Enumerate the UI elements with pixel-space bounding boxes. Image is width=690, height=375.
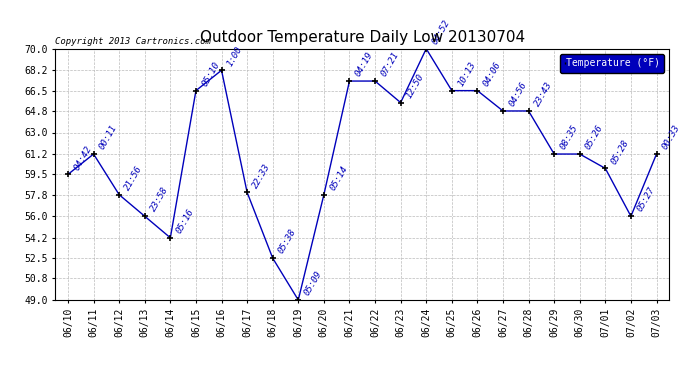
Text: 04:52: 04:52 <box>431 18 452 46</box>
Text: 07:21: 07:21 <box>380 51 400 78</box>
Text: 04:56: 04:56 <box>507 80 529 108</box>
Title: Outdoor Temperature Daily Low 20130704: Outdoor Temperature Daily Low 20130704 <box>199 30 525 45</box>
Text: 05:26: 05:26 <box>584 123 605 151</box>
Text: 08:35: 08:35 <box>558 123 580 151</box>
Text: 21:56: 21:56 <box>124 164 145 192</box>
Text: Copyright 2013 Cartronics.com: Copyright 2013 Cartronics.com <box>55 37 211 46</box>
Text: 05:27: 05:27 <box>635 186 656 213</box>
Text: 04:42: 04:42 <box>72 144 93 172</box>
Text: 04:19: 04:19 <box>353 51 375 78</box>
Text: 00:33: 00:33 <box>660 123 682 151</box>
Text: 00:11: 00:11 <box>98 123 119 151</box>
Legend: Temperature (°F): Temperature (°F) <box>560 54 664 74</box>
Text: 12:50: 12:50 <box>405 72 426 100</box>
Text: 23:58: 23:58 <box>149 186 170 213</box>
Text: 04:06: 04:06 <box>482 60 503 88</box>
Text: 05:28: 05:28 <box>609 138 631 166</box>
Text: 05:14: 05:14 <box>328 164 349 192</box>
Text: 1:00: 1:00 <box>226 44 244 68</box>
Text: 10:13: 10:13 <box>456 60 477 88</box>
Text: 05:38: 05:38 <box>277 228 298 255</box>
Text: 22:33: 22:33 <box>251 162 273 189</box>
Text: 05:10: 05:10 <box>200 60 221 88</box>
Text: 05:09: 05:09 <box>302 270 324 297</box>
Text: 23:43: 23:43 <box>533 80 554 108</box>
Text: 05:16: 05:16 <box>175 207 196 235</box>
